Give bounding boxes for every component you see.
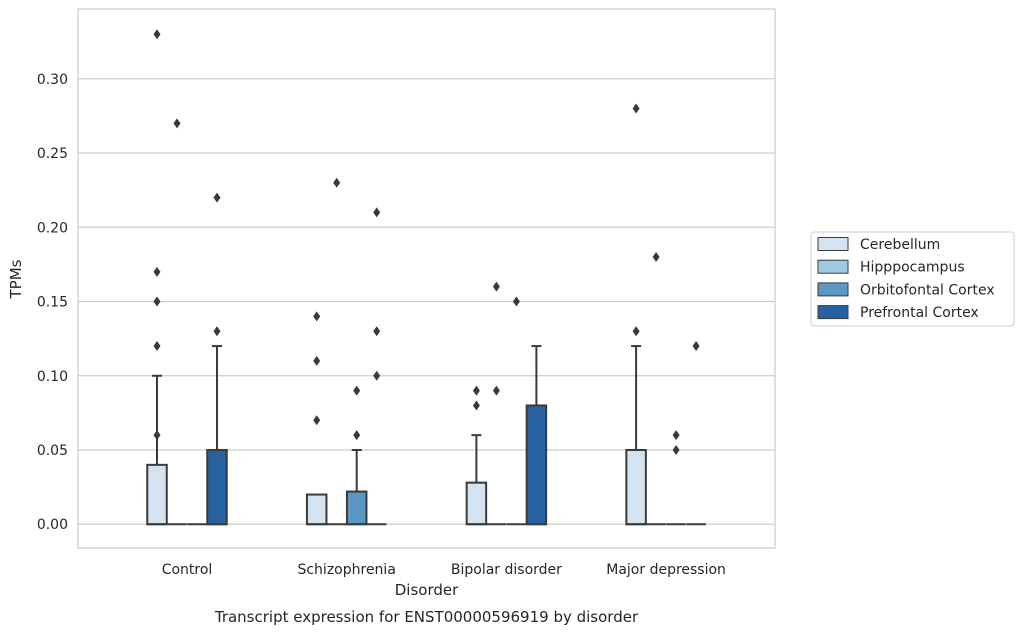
box-body (345, 490, 368, 526)
y-tick-label: 0.05 (37, 443, 68, 459)
y-tick-label: 0.25 (37, 146, 68, 162)
outlier-point (313, 355, 321, 366)
box-cerebellum (146, 374, 168, 526)
y-tick-label: 0.30 (37, 72, 68, 88)
legend-swatch (817, 305, 849, 320)
legend-frame (810, 231, 1015, 327)
outlier-point (373, 326, 381, 337)
box-prefrontal-cortex (525, 345, 548, 526)
y-axis-label: TPMs (7, 259, 25, 299)
legend-label: Orbitofontal Cortex (860, 282, 995, 298)
y-tick-label: 0.15 (37, 295, 68, 311)
x-axis-label: Disorder (395, 581, 459, 599)
outlier-point (153, 430, 161, 441)
legend-label: Cerebellum (860, 237, 940, 253)
x-tick-label: Bipolar disorder (451, 562, 562, 578)
legend: Cerebellum Hipppocampus Orbitofontal Corte… (810, 231, 1015, 327)
chart-caption: Transcript expression for ENST0000059691… (214, 608, 639, 626)
outlier-point (153, 29, 161, 40)
legend-swatch (817, 259, 849, 274)
outlier-point (213, 326, 221, 337)
outlier-point (373, 370, 381, 381)
outlier-point (373, 207, 381, 218)
box-body (525, 404, 548, 526)
outliers-layer (153, 29, 700, 455)
legend-items: Cerebellum Hipppocampus Orbitofontal Corte… (817, 237, 995, 321)
box-cerebellum (465, 434, 488, 526)
box-prefrontal-cortex (206, 345, 228, 526)
outlier-point (492, 385, 500, 396)
plot-area (77, 8, 776, 549)
x-tick-label: Schizophrenia (297, 562, 395, 578)
gridlines (78, 78, 775, 525)
legend-label: Hipppocampus (860, 260, 965, 276)
outlier-point (672, 430, 680, 441)
x-tick-label: Control (162, 562, 213, 578)
outlier-point (333, 177, 341, 188)
outlier-point (153, 296, 161, 307)
outlier-point (353, 385, 361, 396)
outlier-point (472, 385, 480, 396)
outlier-point (692, 341, 700, 352)
outlier-point (472, 400, 480, 411)
boxes-layer (146, 345, 706, 526)
box-body (625, 449, 647, 526)
outlier-point (313, 311, 321, 322)
box-orbitofontal-cortex (345, 449, 368, 526)
box-body (305, 493, 328, 526)
outlier-point (213, 192, 221, 203)
outlier-point (353, 430, 361, 441)
legend-swatch (817, 282, 849, 297)
outlier-point (652, 251, 660, 262)
box-body (146, 463, 168, 526)
outlier-point (153, 266, 161, 277)
x-tick-labels: Control Schizophrenia Bipolar disorder Majo… (162, 562, 726, 578)
box-cerebellum (305, 493, 328, 526)
box-body (206, 449, 228, 526)
outlier-point (153, 341, 161, 352)
y-tick-label: 0.00 (37, 517, 68, 533)
legend-swatch (817, 237, 849, 251)
outlier-point (632, 326, 640, 337)
box-body (465, 481, 488, 526)
outlier-point (512, 296, 520, 307)
outlier-point (632, 103, 640, 114)
outlier-point (672, 445, 680, 455)
legend-label: Prefrontal Cortex (860, 305, 979, 321)
outlier-point (492, 281, 500, 292)
outlier-point (313, 415, 321, 426)
x-tick-label: Major depression (606, 562, 726, 578)
outlier-point (173, 118, 181, 129)
box-cerebellum (625, 345, 647, 526)
y-tick-label: 0.20 (37, 220, 68, 236)
y-tick-label: 0.10 (37, 369, 68, 385)
y-tick-labels: 0.00 0.05 0.10 0.15 0.20 0.25 0.30 (37, 72, 68, 533)
